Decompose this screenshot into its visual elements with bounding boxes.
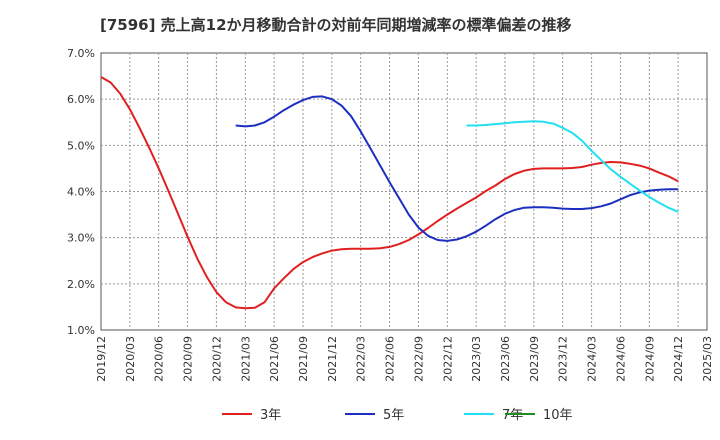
x-tick-label: 2024/09 xyxy=(643,336,656,382)
legend-label: 3年 xyxy=(260,408,281,423)
series-line-3年 xyxy=(100,76,679,310)
x-tick-label: 2021/09 xyxy=(297,336,310,382)
x-tick-label: 2022/09 xyxy=(412,336,425,382)
legend-label: 10年 xyxy=(543,408,573,423)
chart-title: [7596] 売上高12か月移動合計の対前年同期増減率の標準偏差の推移 xyxy=(100,16,572,34)
x-tick-label: 2022/06 xyxy=(384,336,397,382)
y-tick-label: 5.0% xyxy=(67,139,95,152)
legend-label: 7年 xyxy=(502,408,523,423)
x-tick-label: 2024/12 xyxy=(672,336,685,382)
grid xyxy=(101,53,707,330)
y-tick-label: 7.0% xyxy=(67,47,95,60)
x-tick-label: 2019/12 xyxy=(95,336,108,382)
x-tick-label: 2023/12 xyxy=(557,336,570,382)
y-tick-label: 1.0% xyxy=(67,324,95,337)
x-tick-label: 2020/12 xyxy=(210,336,223,382)
x-tick-label: 2025/03 xyxy=(701,336,714,382)
plot-area xyxy=(100,52,708,331)
series-lines xyxy=(100,76,679,310)
x-tick-label: 2020/06 xyxy=(153,336,166,382)
x-tick-label: 2023/03 xyxy=(470,336,483,382)
x-tick-label: 2021/06 xyxy=(268,336,281,382)
x-tick-label: 2021/12 xyxy=(326,336,339,382)
y-tick-label: 3.0% xyxy=(67,232,95,245)
x-tick-label: 2020/03 xyxy=(124,336,137,382)
x-tick-label: 2024/03 xyxy=(586,336,599,382)
x-tick-label: 2022/12 xyxy=(441,336,454,382)
series-line-7年 xyxy=(466,120,679,213)
series-line-5年 xyxy=(235,95,679,242)
y-tick-label: 6.0% xyxy=(67,93,95,106)
x-tick-label: 2023/06 xyxy=(499,336,512,382)
y-tick-label: 4.0% xyxy=(67,186,95,199)
y-tick-labels: 1.0% 2.0% 3.0% 4.0% 5.0% 6.0% 7.0% xyxy=(67,47,95,337)
legend-label: 5年 xyxy=(383,408,404,423)
x-tick-labels: 2019/12 2020/03 2020/06 2020/09 2020/12 2021/… xyxy=(95,336,714,382)
x-tick-label: 2020/09 xyxy=(182,336,195,382)
x-tick-label: 2023/09 xyxy=(528,336,541,382)
x-tick-label: 2024/06 xyxy=(614,336,627,382)
y-tick-label: 2.0% xyxy=(67,278,95,291)
legend: 3年 5年 7年 10年 xyxy=(222,408,573,423)
x-tick-label: 2022/03 xyxy=(355,336,368,382)
x-tick-label: 2021/03 xyxy=(239,336,252,382)
